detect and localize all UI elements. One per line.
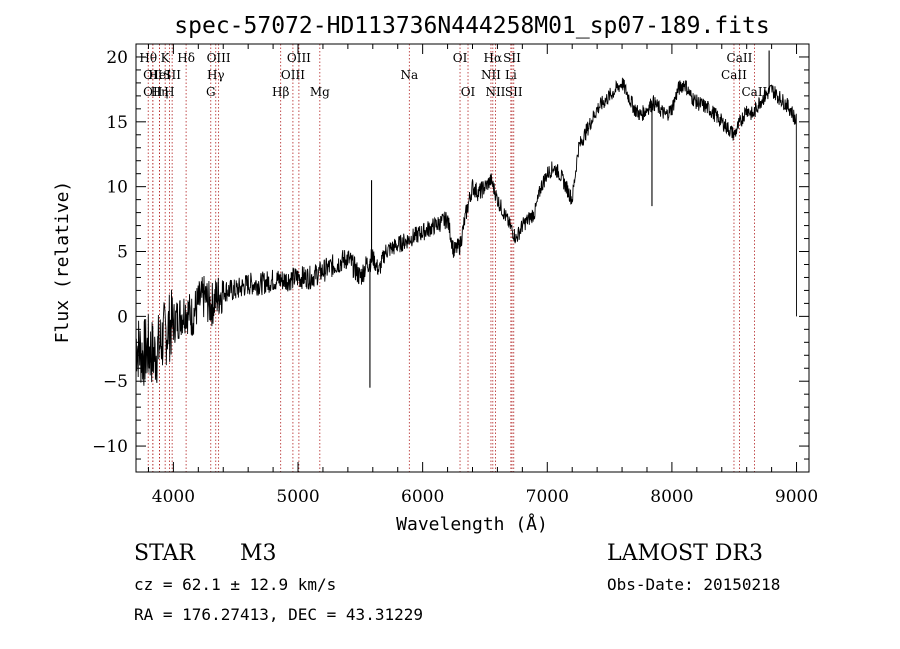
line-label-5: K [161,51,171,65]
survey-name: LAMOST DR3 [607,541,763,566]
line-label-26: CaII [727,51,753,65]
line-label-20: Hα [484,51,503,65]
line-label-14: OIII [287,51,311,65]
line-label-4: Hη [151,85,169,99]
line-label-18: OI [461,85,476,99]
line-label-11: OIII [207,51,231,65]
line-label-0: Hθ [139,51,157,65]
line-label-19: NII [481,68,501,82]
plot-frame [135,43,810,473]
object-subclass: M3 [240,541,277,566]
x-tick-label-5: 9000 [775,487,818,507]
line-label-12: Hβ [272,85,289,99]
line-label-2: OII [143,85,163,99]
y-tick-label-2: 0 [117,307,128,327]
y-tick-label-1: −5 [103,372,128,392]
x-tick-label-0: 4000 [152,487,195,507]
x-tick-label-2: 6000 [401,487,444,507]
line-label-15: Mg [310,85,330,99]
x-tick-label-4: 8000 [650,487,693,507]
line-label-21: NII [485,85,505,99]
spectral-line-labels: HθOIIOIIHeIHηKHSIIHδGHγOIIIHβOIIIOIIIMgN… [139,51,767,99]
y-tick-label-0: −10 [92,437,128,457]
spectrum-series-line [135,77,797,386]
x-axis: 4000 5000 6000 7000 8000 9000 [147,44,818,507]
line-label-22: Li [505,68,517,82]
line-label-8: Hδ [177,51,195,65]
redshift-velocity: cz = 62.1 ± 12.9 km/s [134,575,336,594]
line-label-27: CaII [741,85,767,99]
x-axis-label: Wavelength (Å) [396,513,548,535]
spectral-line-markers [147,44,755,472]
line-label-24: SII [505,85,523,99]
line-label-16: Na [400,68,418,82]
object-class: STAR [134,541,196,566]
line-label-1: OII [143,68,163,82]
y-tick-label-5: 15 [106,113,128,133]
observation-date: Obs-Date: 20150218 [607,575,780,594]
line-label-25: CaII [721,68,747,82]
sky-line-spikes [369,50,770,388]
sky-coordinates: RA = 176.27413, DEC = 43.31229 [134,605,423,624]
line-label-6: H [164,85,174,99]
y-tick-label-3: 5 [117,243,128,263]
chart-title: spec-57072-HD113736N444258M01_sp07-189.f… [174,13,769,39]
line-label-23: SII [503,51,521,65]
line-label-17: OI [453,51,468,65]
y-tick-label-6: 20 [106,48,128,68]
y-axis: −10 −5 0 5 10 15 20 [92,43,809,460]
line-label-13: OIII [281,68,305,82]
x-tick-label-1: 5000 [276,487,319,507]
line-label-7: SII [163,68,181,82]
line-label-3: HeI [148,68,171,82]
line-label-9: G [206,85,216,99]
y-axis-label: Flux (relative) [52,181,73,344]
x-tick-label-3: 7000 [526,487,569,507]
y-tick-label-4: 10 [106,178,128,198]
line-label-10: Hγ [207,68,225,82]
